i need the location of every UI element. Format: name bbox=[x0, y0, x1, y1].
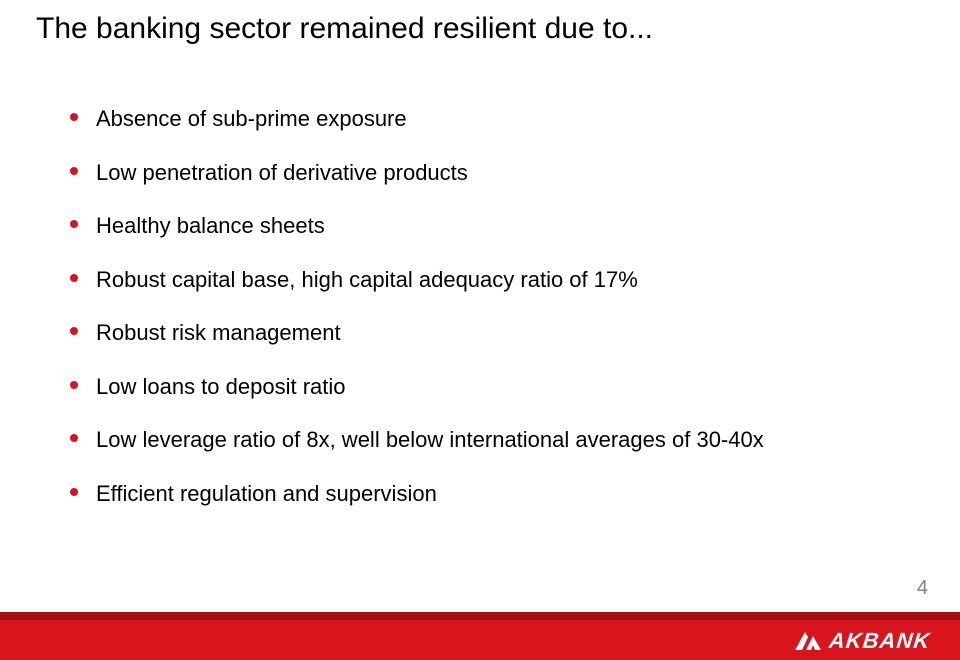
bullet-item: Low leverage ratio of 8x, well below int… bbox=[70, 426, 900, 454]
bullet-icon bbox=[70, 488, 78, 496]
bullet-icon bbox=[70, 167, 78, 175]
footer-top-strip bbox=[0, 612, 960, 620]
bullet-icon bbox=[70, 220, 78, 228]
bullet-item: Robust risk management bbox=[70, 319, 900, 347]
slide-title: The banking sector remained resilient du… bbox=[36, 12, 653, 46]
brand-logo: AKBANK bbox=[793, 628, 930, 654]
bullet-icon bbox=[70, 113, 78, 121]
bullet-text: Absence of sub-prime exposure bbox=[96, 105, 407, 133]
bullet-item: Absence of sub-prime exposure bbox=[70, 105, 900, 133]
bullet-item: Low loans to deposit ratio bbox=[70, 373, 900, 401]
bullet-icon bbox=[70, 381, 78, 389]
bullet-item: Low penetration of derivative products bbox=[70, 159, 900, 187]
bullet-item: Healthy balance sheets bbox=[70, 212, 900, 240]
slide: The banking sector remained resilient du… bbox=[0, 0, 960, 660]
bullet-text: Robust capital base, high capital adequa… bbox=[96, 266, 638, 294]
bullet-text: Low penetration of derivative products bbox=[96, 159, 468, 187]
bullet-item: Robust capital base, high capital adequa… bbox=[70, 266, 900, 294]
bullet-text: Efficient regulation and supervision bbox=[96, 480, 437, 508]
bullet-list: Absence of sub-prime exposure Low penetr… bbox=[70, 105, 900, 533]
bullet-icon bbox=[70, 274, 78, 282]
bullet-item: Efficient regulation and supervision bbox=[70, 480, 900, 508]
bullet-icon bbox=[70, 327, 78, 335]
footer: AKBANK bbox=[0, 612, 960, 660]
bullet-text: Low leverage ratio of 8x, well below int… bbox=[96, 426, 764, 454]
bullet-text: Robust risk management bbox=[96, 319, 341, 347]
logo-text: AKBANK bbox=[827, 628, 931, 654]
bullet-icon bbox=[70, 434, 78, 442]
bullet-text: Healthy balance sheets bbox=[96, 212, 325, 240]
logo-mark-icon bbox=[793, 630, 823, 652]
page-number: 4 bbox=[917, 577, 928, 600]
bullet-text: Low loans to deposit ratio bbox=[96, 373, 346, 401]
